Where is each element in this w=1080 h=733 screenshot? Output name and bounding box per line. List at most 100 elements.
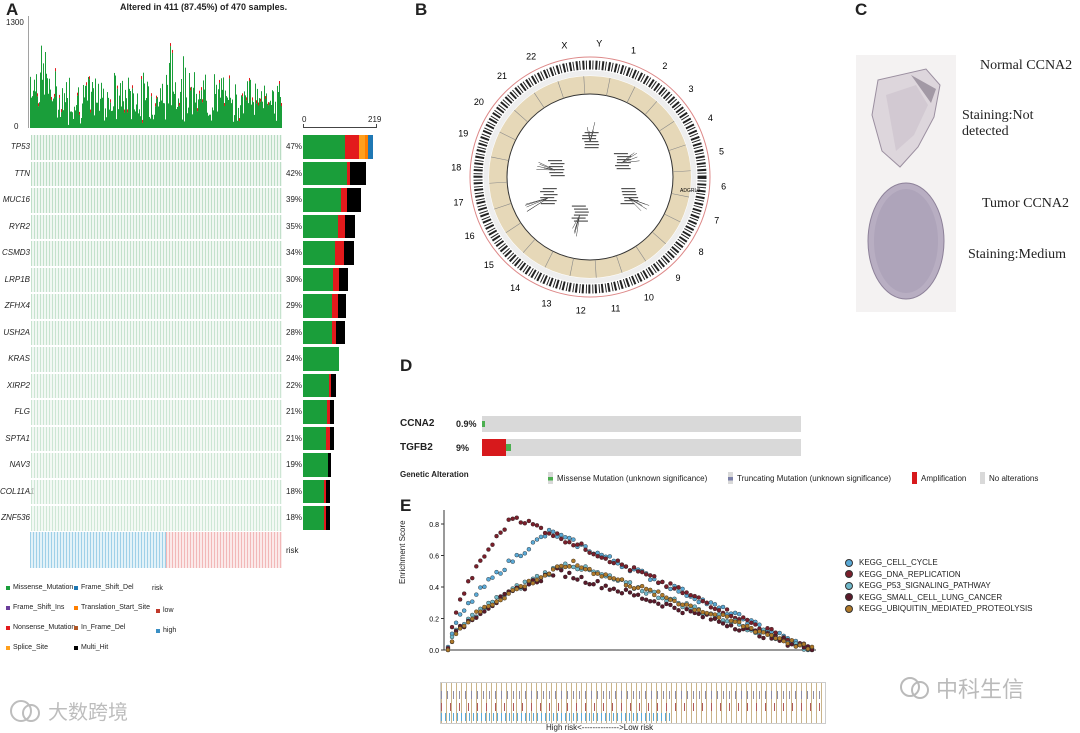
enrichment-point xyxy=(575,577,580,582)
tmb-bar xyxy=(62,88,63,128)
enrichment-point xyxy=(700,598,705,604)
enrichment-point xyxy=(741,615,746,620)
tmb-bar xyxy=(132,88,133,128)
tmb-bar xyxy=(104,120,105,128)
enrichment-point xyxy=(611,560,617,566)
bar-segment xyxy=(303,479,324,503)
tmb-bar-cap xyxy=(199,90,200,94)
panel-d-pct-tgfb2: 9% xyxy=(456,443,470,453)
chromosome-divider xyxy=(499,131,516,141)
tmb-bar xyxy=(43,63,44,128)
tmb-bar xyxy=(137,93,138,128)
panel-d-legend-amplification: Amplification xyxy=(912,472,966,484)
enrichment-point xyxy=(457,612,463,617)
tmb-bar xyxy=(107,92,108,128)
tmb-bar xyxy=(163,103,164,128)
tmb-bar-cap xyxy=(127,109,128,113)
chromosome-label: 21 xyxy=(497,71,507,81)
tmb-bar xyxy=(267,103,268,128)
panel-a-risk-legend-title: risk xyxy=(152,585,163,592)
enrichment-point xyxy=(627,584,633,589)
tmb-bar xyxy=(75,110,76,128)
tmb-bar xyxy=(166,74,167,128)
enrichment-point xyxy=(550,529,556,534)
gene-mutation-bar xyxy=(303,241,354,265)
bar-segment xyxy=(344,214,356,238)
tmb-bar xyxy=(106,117,107,128)
enrichment-point xyxy=(631,593,637,598)
tmb-bar xyxy=(224,106,225,128)
gene-mutation-bar xyxy=(303,400,335,424)
tmb-bar-cap xyxy=(142,119,143,123)
enrichment-point xyxy=(599,585,604,591)
tmb-bar-cap xyxy=(156,95,157,99)
enrichment-point xyxy=(474,592,479,597)
enrichment-point xyxy=(530,581,536,586)
bar-segment xyxy=(345,135,359,159)
tmb-bar xyxy=(77,95,78,128)
tmb-bar xyxy=(151,96,152,128)
enrichment-point xyxy=(737,611,742,617)
gene-pct: 34% xyxy=(286,248,303,257)
panel-a-letter: A xyxy=(6,0,19,19)
chromosome-divider xyxy=(668,144,686,151)
tmb-bar xyxy=(113,106,114,128)
panel-e-y-label: Enrichment Score xyxy=(398,520,407,584)
tmb-bar xyxy=(198,99,199,128)
enrichment-point xyxy=(777,630,782,636)
tmb-bar xyxy=(189,72,190,128)
enrichment-point xyxy=(478,585,483,590)
tmb-bar xyxy=(203,80,204,128)
enrichment-point xyxy=(668,581,673,586)
bar-segment xyxy=(338,267,348,291)
enrichment-point xyxy=(563,535,568,540)
bar-segment xyxy=(303,161,347,185)
tmb-bar xyxy=(165,119,166,128)
enrichment-point xyxy=(712,616,718,621)
enrichment-point xyxy=(680,590,685,596)
enrichment-point xyxy=(773,636,778,641)
bar-segment xyxy=(359,135,365,159)
tmb-bar xyxy=(103,88,104,128)
tmb-bar-cap xyxy=(281,102,282,106)
bar-segment xyxy=(329,400,335,424)
enrichment-point xyxy=(502,567,507,573)
tmb-bar xyxy=(213,110,214,128)
gene-pct: 22% xyxy=(286,380,303,390)
panel-d-track-ccna2 xyxy=(482,416,801,432)
enrichment-point xyxy=(643,586,649,592)
enrichment-point xyxy=(643,591,649,596)
tmb-bar xyxy=(142,122,143,128)
enrichment-point xyxy=(461,623,467,629)
tmb-bar-cap xyxy=(54,93,55,97)
enrichment-point xyxy=(676,585,681,590)
tmb-bar xyxy=(194,72,195,128)
chromosome-divider xyxy=(659,120,675,132)
tmb-bar xyxy=(180,91,181,128)
bar-segment xyxy=(340,188,347,212)
tmb-bar-cap xyxy=(201,87,202,91)
circos-gene-tag: ADGRL3 xyxy=(680,188,700,194)
bar-segment xyxy=(303,188,341,212)
tmb-bar xyxy=(78,87,79,128)
tmb-bar xyxy=(159,101,160,128)
enrichment-point xyxy=(664,601,669,607)
tmb-bar xyxy=(181,78,182,128)
gene-pct: 28% xyxy=(286,327,303,337)
bar-segment xyxy=(346,161,350,185)
enrichment-point xyxy=(805,646,811,652)
enrichment-point xyxy=(676,589,681,594)
gene-label: MUC16 xyxy=(2,195,30,204)
enrichment-point xyxy=(720,612,726,618)
enrichment-point xyxy=(672,605,677,611)
tmb-bar-cap xyxy=(224,103,225,107)
tmb-bar xyxy=(52,101,53,128)
enrichment-point xyxy=(550,567,556,572)
enrichment-point xyxy=(470,599,475,604)
tmb-bar xyxy=(150,118,151,128)
tmb-bar xyxy=(73,118,74,128)
tmb-bar xyxy=(85,85,86,128)
tmb-bar xyxy=(202,102,203,128)
enrichment-point xyxy=(571,576,576,581)
gene-mutation-bar xyxy=(303,294,347,318)
